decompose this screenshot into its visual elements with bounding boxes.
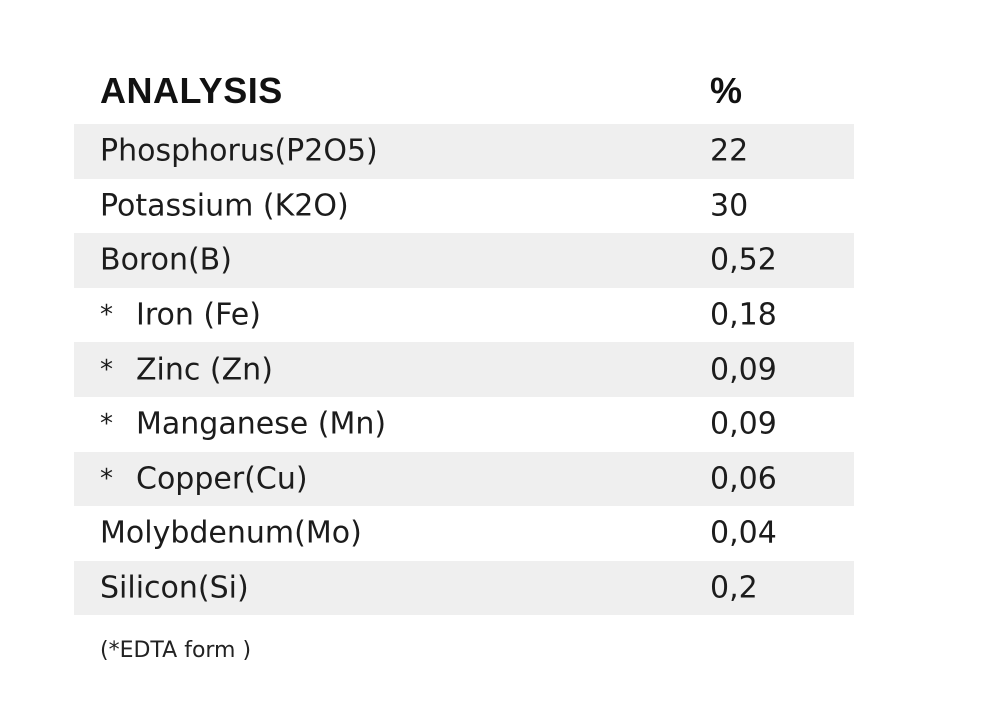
row-value: 0,2 — [710, 570, 758, 606]
row-label: Molybdenum(Mo) — [100, 515, 362, 551]
header-analysis-label: ANALYSIS — [100, 70, 283, 111]
row-label: Phosphorus(P2O5) — [100, 133, 378, 169]
row-label: Copper(Cu) — [136, 461, 308, 497]
edta-asterisk: * — [100, 409, 113, 440]
row-value: 0,52 — [710, 242, 777, 278]
row-value: 0,06 — [710, 461, 777, 497]
row-value: 0,04 — [710, 515, 777, 551]
row-value: 0,09 — [710, 406, 777, 442]
row-value: 30 — [710, 188, 749, 224]
table-row-manganese: * Manganese (Mn) 0,09 — [74, 397, 854, 452]
edta-asterisk: * — [100, 300, 113, 331]
table-row-silicon: Silicon(Si) 0,2 — [74, 560, 854, 616]
table-row-boron: Boron(B) 0,52 — [74, 233, 854, 288]
row-label: Potassium (K2O) — [100, 188, 349, 224]
table-row-copper: * Copper(Cu) 0,06 — [74, 451, 854, 507]
table-row-phosphorus: Phosphorus(P2O5) 22 — [74, 124, 854, 179]
edta-footnote: (*EDTA form ) — [100, 638, 252, 663]
row-label: Iron (Fe) — [136, 297, 261, 333]
row-label: Boron(B) — [100, 242, 232, 278]
row-value: 22 — [710, 133, 749, 169]
table-row-zinc: * Zinc (Zn) 0,09 — [74, 342, 854, 397]
row-label: Zinc (Zn) — [136, 352, 273, 388]
row-label: Manganese (Mn) — [136, 406, 387, 442]
analysis-table: ANALYSIS % Phosphorus(P2O5) 22 Potassium… — [74, 58, 854, 616]
row-value: 0,18 — [710, 297, 777, 333]
table-row-potassium: Potassium (K2O) 30 — [74, 179, 854, 234]
table-row-iron: * Iron (Fe) 0,18 — [74, 288, 854, 343]
header-percent-label: % — [710, 70, 743, 111]
table-row-molybdenum: Molybdenum(Mo) 0,04 — [74, 506, 854, 561]
table-header: ANALYSIS % — [74, 58, 854, 124]
row-label: Silicon(Si) — [100, 570, 249, 606]
edta-asterisk: * — [100, 354, 113, 385]
edta-asterisk: * — [100, 463, 113, 494]
row-value: 0,09 — [710, 352, 777, 388]
